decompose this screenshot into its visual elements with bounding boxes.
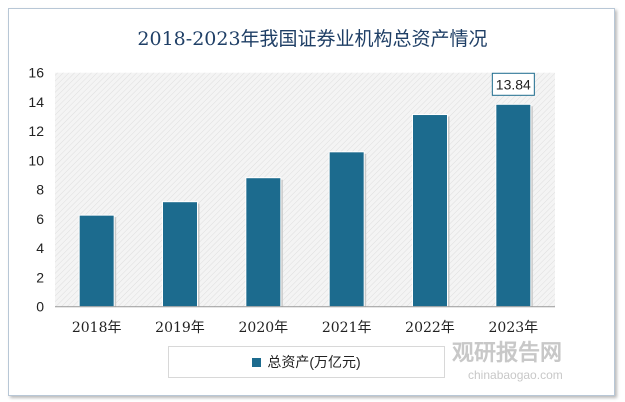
y-tick-label: 0 bbox=[36, 299, 44, 315]
x-tick-label: 2023年 bbox=[489, 320, 539, 336]
legend: 总资产(万亿元) bbox=[168, 346, 445, 378]
x-tick-label: 2019年 bbox=[155, 320, 205, 336]
y-tick-label: 16 bbox=[28, 65, 44, 81]
x-tick-label: 2022年 bbox=[405, 320, 455, 336]
watermark-url: chinabaogao.com bbox=[468, 368, 563, 382]
watermark-logo: 观研报告网 bbox=[452, 340, 563, 365]
chart-title: 2018-2023年我国证券业机构总资产情况 bbox=[137, 28, 488, 50]
y-tick-label: 12 bbox=[28, 123, 44, 139]
y-tick-label: 2 bbox=[36, 269, 44, 285]
x-tick-label: 2021年 bbox=[322, 320, 372, 336]
bar bbox=[495, 103, 532, 308]
bar bbox=[162, 201, 198, 308]
y-tick-label: 10 bbox=[28, 152, 44, 168]
bar bbox=[78, 214, 115, 308]
bar bbox=[412, 114, 448, 308]
plot-area bbox=[55, 72, 555, 307]
y-tick-label: 4 bbox=[36, 240, 44, 256]
data-label-box bbox=[491, 72, 535, 96]
bar bbox=[328, 151, 365, 308]
data-label: 13.84 bbox=[496, 76, 531, 92]
y-tick-label: 8 bbox=[36, 182, 44, 198]
bar bbox=[245, 177, 282, 308]
legend-swatch bbox=[252, 357, 262, 367]
y-tick-label: 14 bbox=[28, 94, 44, 110]
legend-label: 总资产(万亿元) bbox=[267, 354, 361, 370]
x-tick-label: 2020年 bbox=[239, 320, 289, 336]
x-tick-label: 2018年 bbox=[72, 320, 122, 336]
y-tick-label: 6 bbox=[36, 211, 44, 227]
